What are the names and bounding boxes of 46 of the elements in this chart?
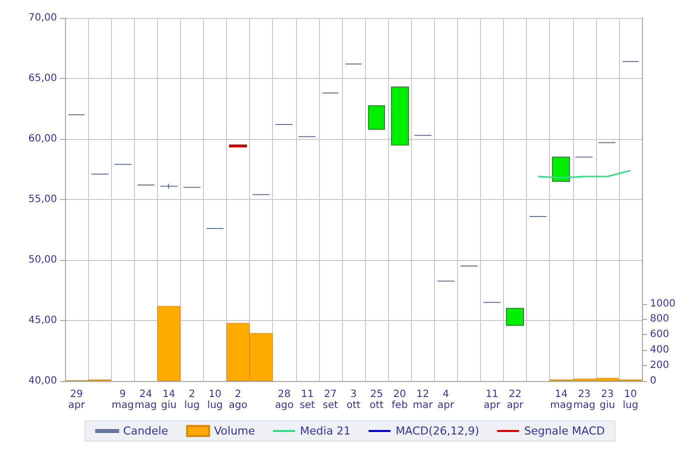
candlestick [506,308,524,326]
candlestick [552,156,570,182]
y-tick-label: 70,00 [28,12,57,24]
legend-label: Volume [214,424,256,438]
x-tick-label: 20 feb [392,389,408,411]
x-tick-label: 24 mag [134,389,157,411]
candlestick [229,144,247,148]
y-tick-label: 45,00 [28,315,57,326]
x-tick-label: 4 apr [438,389,455,411]
legend-label: MACD(26,12,9) [396,424,480,438]
y-tick-label: 65,00 [28,73,57,84]
x-tick-label: 28 ago [274,389,294,411]
x-tick-label: 10 lug [207,389,223,411]
y-tick-label: 55,00 [28,194,57,205]
y2-tick-label: 1000 [650,298,676,310]
x-tick-label: 9 mag [112,389,134,411]
x-tick-label: 11 apr [484,389,502,411]
x-tick-label: 14 mag [550,389,572,411]
legend-label: Candele [123,424,168,438]
y-tick-label: 40,00 [28,376,57,386]
x-tick-label: 14 giu [161,389,177,411]
candlestick [368,105,385,130]
bar [157,306,180,381]
x-tick-label: 23 mag [573,389,596,411]
legend-label: Media 21 [300,424,351,438]
candlestick [160,183,178,190]
x-tick-label: 2 ago [228,389,248,411]
y2-tick-label: 0 [650,376,656,386]
x-tick-label: 11 set [300,389,316,411]
x-tick-label: 22 apr [506,389,524,411]
x-tick-label: 10 lug [622,389,638,411]
candlestick [391,86,409,146]
x-tick-label: 12 mar [412,389,434,411]
legend-label: Segnale MACD [524,424,605,438]
y2-tick-label: 600 [650,329,670,340]
y-tick-label: 60,00 [28,134,57,144]
x-tick-label: 29 apr [68,389,86,411]
y2-tick-label: 400 [650,344,670,356]
x-tick-label: 3 ott [346,389,361,411]
y2-tick-label: 800 [650,314,670,325]
x-tick-label: 2 lug [184,389,200,411]
x-tick-label: 27 set [322,389,338,411]
x-tick-label: 25 ott [370,389,384,411]
y2-tick-label: 200 [650,360,670,372]
y-tick-label: 50,00 [28,254,57,266]
x-tick-label: 23 giu [600,389,616,411]
